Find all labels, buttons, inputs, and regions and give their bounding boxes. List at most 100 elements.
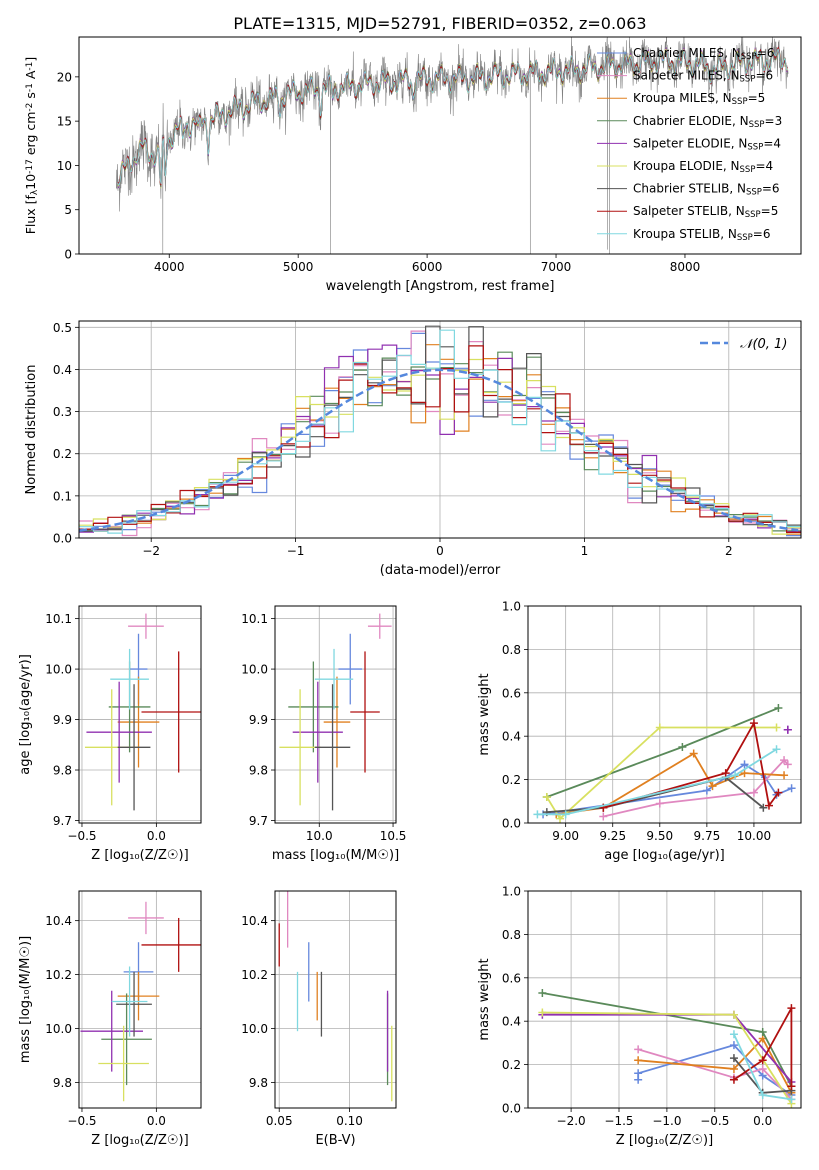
x-axis-label: mass [log₁₀(M/M☉)] (272, 848, 399, 863)
chart-spectrum: 4000 5000 6000 7000 8000 0 5 10 15 20 wavelength [… (23, 36, 802, 294)
y-tick-label: 10.0 (241, 1022, 268, 1036)
weight-line (637, 1048, 793, 1100)
y-tick-label: 0.4 (53, 363, 72, 377)
plot-area (116, 37, 789, 254)
legend-entry: Chabrier MILES, NSSP=6 (633, 46, 774, 62)
plot-area (79, 325, 801, 537)
weight-marker (729, 1054, 738, 1063)
x-tick-label: 0.0 (753, 1114, 772, 1128)
plot-area (279, 613, 392, 811)
histogram-step (79, 329, 801, 534)
y-axis-label: mass weight (477, 958, 492, 1040)
y-tick-label: 10.4 (241, 914, 268, 928)
weight-marker (740, 760, 749, 769)
axes-frame (78, 605, 202, 824)
x-tick-label: 10.00 (737, 829, 771, 843)
x-tick-label: 9.75 (694, 829, 721, 843)
weight-marker (780, 771, 789, 780)
weight-marker (759, 803, 768, 812)
weight-marker (655, 799, 664, 808)
y-tick-label: 0.4 (502, 1015, 521, 1029)
legend-entry: Salpeter MILES, NSSP=6 (633, 69, 773, 85)
weight-marker (780, 756, 789, 765)
y-axis-label: mass [log₁₀(M/M☉)] (18, 936, 33, 1063)
chart-age_vs_Z: −0.5 0.0 9.7 9.8 9.9 10.0 10.1 Z [log₁₀(Z/Z☉)] a… (18, 605, 202, 863)
x-tick-label: −0.5 (67, 1114, 96, 1128)
chart-weight_vs_Z: −2.0 −1.5 −1.0 −0.5 0.0 0.0 0.2 0.4 0.6 0.8 1.0 Z [… (477, 885, 802, 1148)
x-axis-label: (data-model)/error (380, 563, 501, 578)
axes-frame (78, 890, 202, 1109)
x-tick-label: 5000 (283, 260, 314, 274)
weight-marker (634, 1056, 643, 1065)
weight-marker (749, 719, 758, 728)
weight-marker (655, 723, 664, 732)
weight-marker (772, 745, 781, 754)
y-tick-label: 10.0 (45, 663, 72, 677)
y-axis-label: Normed distribution (24, 365, 39, 495)
x-tick-label: 7000 (541, 260, 572, 274)
x-tick-label: −0.5 (67, 829, 96, 843)
y-tick-label: 0.0 (502, 817, 521, 831)
spectrum-model-line (117, 48, 788, 186)
plot-area (533, 703, 796, 823)
legend-entry: Salpeter STELIB, NSSP=5 (633, 204, 778, 220)
y-tick-label: 20 (57, 70, 72, 84)
spectrum-legend: Chabrier MILES, NSSP=6 Salpeter MILES, NS… (597, 46, 782, 243)
weight-marker (774, 788, 783, 797)
plot-area (538, 988, 796, 1108)
x-tick-label: 8000 (670, 260, 701, 274)
weight-marker (758, 1028, 767, 1037)
x-tick-label: 9.00 (552, 829, 579, 843)
chart-weight_vs_age: 9.00 9.25 9.50 9.75 10.00 0.0 0.2 0.4 0.6 0.8 1.0 a… (477, 600, 802, 863)
axes-frame (78, 320, 802, 539)
axes-frame (527, 890, 802, 1109)
weight-marker (533, 810, 542, 819)
x-axis-label: wavelength [Angstrom, rest frame] (326, 279, 555, 294)
weight-marker (729, 1030, 738, 1039)
y-tick-label: 0.2 (502, 773, 521, 787)
weight-marker (783, 725, 792, 734)
x-tick-label: 9.25 (599, 829, 626, 843)
weight-marker (561, 810, 570, 819)
gaussian-curve (79, 368, 799, 532)
x-tick-label: 2 (725, 544, 733, 558)
y-tick-label: 9.7 (53, 814, 72, 828)
axes-frame (78, 36, 802, 255)
x-tick-label: −1 (287, 544, 305, 558)
axes-frame (274, 605, 397, 824)
y-tick-label: 9.9 (249, 713, 268, 727)
weight-marker (634, 1045, 643, 1054)
y-tick-label: 10 (57, 159, 72, 173)
x-axis-label: Z [log₁₀(Z/Z☉)] (91, 848, 188, 863)
plot-area (84, 613, 201, 811)
y-tick-label: 5 (64, 203, 72, 217)
y-tick-label: 9.8 (249, 764, 268, 778)
y-axis-label: Flux [fλ10-17 erg cm-2 s-1 A-1] (23, 57, 40, 235)
weight-marker (764, 801, 773, 810)
axes-frame (527, 605, 802, 824)
weight-marker (787, 1004, 796, 1013)
weight-marker (721, 769, 730, 778)
page-title: PLATE=1315, MJD=52791, FIBERID=0352, z=0… (233, 14, 646, 33)
plot-area (80, 901, 201, 1102)
weight-line (546, 726, 777, 821)
weight-marker (634, 1069, 643, 1078)
x-axis-label: Z [log₁₀(Z/Z☉)] (616, 1133, 713, 1148)
y-tick-label: 0.8 (502, 643, 521, 657)
y-tick-label: 9.8 (53, 764, 72, 778)
x-tick-label: 0.05 (266, 1114, 293, 1128)
chart-mass_vs_ebv: 0.05 0.10 9.8 10.0 10.2 10.4 E(B-V) (241, 890, 397, 1148)
y-tick-label: 9.8 (53, 1076, 72, 1090)
x-tick-label: 6000 (412, 260, 443, 274)
weight-marker (556, 814, 565, 823)
legend-entry: Kroupa STELIB, NSSP=6 (633, 227, 771, 243)
y-tick-label: 10.2 (45, 968, 72, 982)
x-axis-label: Z [log₁₀(Z/Z☉)] (91, 1133, 188, 1148)
x-tick-label: 9.50 (646, 829, 673, 843)
chart-age_vs_mass: 10.0 10.5 9.7 9.8 9.9 10.0 10.1 mass [log₁₀(M/M… (241, 605, 406, 863)
x-tick-label: 1 (581, 544, 589, 558)
residual-legend: 𝒩(0, 1) (700, 337, 787, 352)
x-axis-label: E(B-V) (315, 1133, 355, 1148)
chart-mass_vs_Z: −0.5 0.0 9.8 10.0 10.2 10.4 Z [log₁₀(Z/Z☉)] mas… (18, 890, 202, 1148)
